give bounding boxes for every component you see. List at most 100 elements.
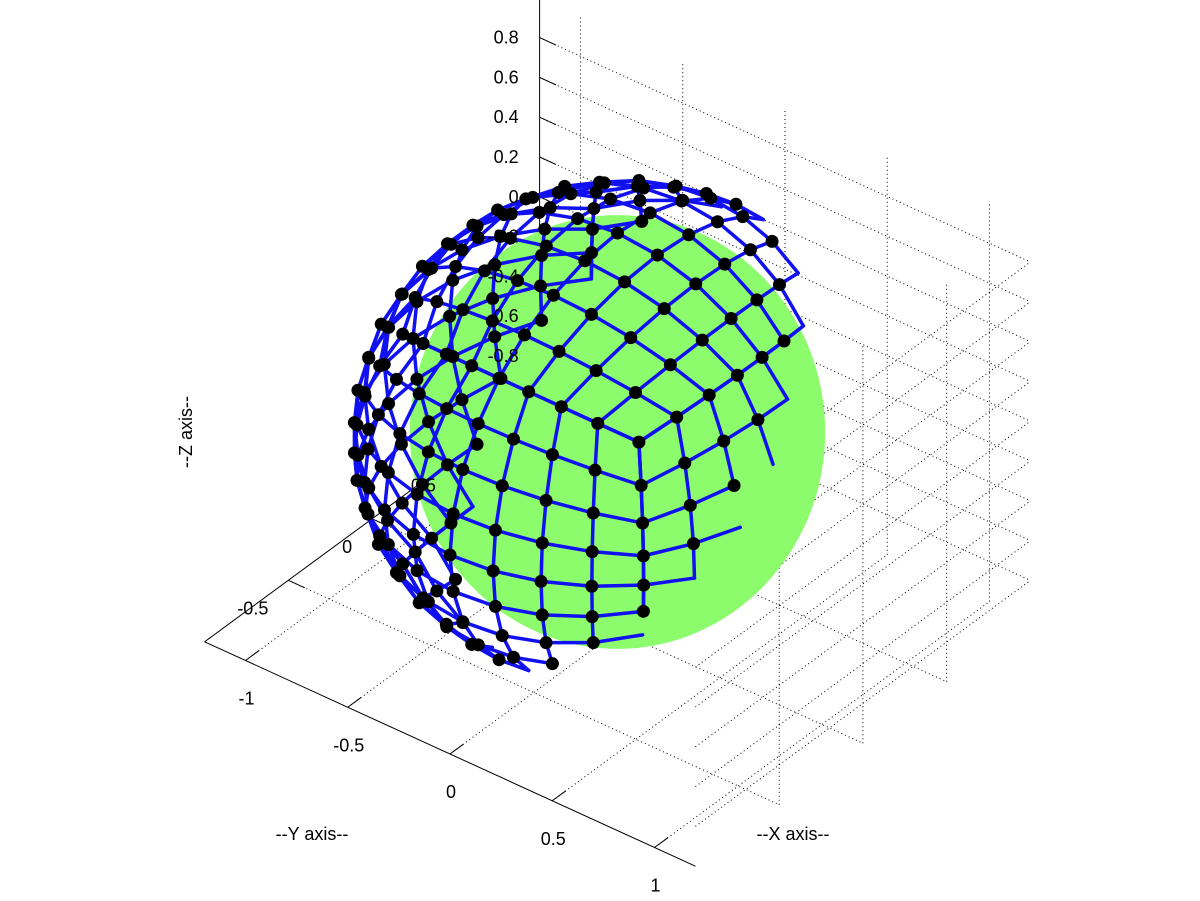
- vertex-marker: [772, 278, 786, 292]
- vertex-marker: [471, 417, 485, 431]
- mesh-edge: [590, 609, 646, 619]
- vertex-marker: [449, 572, 463, 586]
- x-tick-label: 0.5: [541, 829, 566, 849]
- vertex-marker: [362, 350, 376, 364]
- mesh-edge: [639, 461, 687, 488]
- mesh-edge: [777, 282, 806, 328]
- mesh-edge: [461, 620, 505, 638]
- mesh-edge: [668, 362, 711, 397]
- mesh-edge: [451, 467, 465, 516]
- vertex-marker: [488, 599, 502, 613]
- mesh-edge: [511, 437, 555, 457]
- mesh-edge: [760, 355, 790, 401]
- vertex-marker: [526, 190, 540, 204]
- vertex-marker: [506, 650, 520, 664]
- mesh-edge: [500, 484, 548, 503]
- vertex-marker: [717, 434, 731, 448]
- vertex-marker: [564, 187, 578, 201]
- z-tick-label: -0.2: [488, 227, 519, 247]
- vertex-marker: [539, 493, 553, 507]
- vertex-marker: [545, 657, 559, 671]
- vertex-marker: [755, 350, 769, 364]
- vertex-marker: [585, 610, 599, 624]
- mesh-edge: [544, 452, 555, 503]
- vertex-marker: [497, 208, 511, 222]
- vertex-marker: [455, 393, 469, 407]
- mesh-edge: [655, 253, 698, 286]
- vertex-marker: [396, 327, 410, 341]
- mesh-edge: [593, 421, 600, 472]
- vertex-marker: [534, 279, 548, 293]
- vertex-marker: [643, 206, 657, 220]
- vertex-marker: [750, 293, 764, 307]
- z-tick-label: -0.6: [488, 306, 519, 326]
- vertex-marker: [682, 228, 696, 242]
- vertex-marker: [381, 466, 395, 480]
- vertex-marker: [635, 214, 649, 228]
- vertex-marker: [704, 191, 718, 205]
- vertex-marker: [394, 437, 408, 451]
- mesh-edge: [400, 562, 425, 600]
- vertex-marker: [506, 432, 520, 446]
- vertex-marker: [517, 328, 531, 342]
- vertex-marker: [410, 487, 424, 501]
- vertex-marker: [456, 303, 470, 317]
- vertex-marker: [389, 372, 403, 386]
- vertex-marker: [449, 259, 463, 273]
- mesh-edge: [683, 439, 726, 465]
- vertex-marker: [535, 608, 549, 622]
- vertex-marker: [394, 287, 408, 301]
- vertex-marker: [358, 475, 372, 489]
- vertex-marker: [585, 222, 599, 236]
- mesh-edge: [593, 468, 643, 488]
- mesh-edge: [461, 467, 505, 488]
- mesh-edge: [589, 312, 633, 340]
- z-tick-mark: [539, 37, 557, 46]
- mesh-edge: [550, 452, 597, 472]
- mesh-edge: [540, 613, 594, 619]
- mesh-edge: [688, 483, 736, 508]
- vertex-marker: [522, 385, 536, 399]
- mesh-edge: [492, 253, 544, 267]
- mesh-edge: [662, 306, 705, 342]
- mesh-edge: [551, 293, 594, 317]
- vertex-marker: [591, 416, 605, 430]
- mesh-edge: [447, 296, 495, 319]
- vertex-marker: [637, 181, 651, 195]
- mesh-edge: [622, 253, 660, 284]
- vertex-marker: [393, 427, 407, 441]
- vertex-marker: [636, 516, 650, 530]
- vertex-markers: [347, 173, 791, 671]
- vertex-marker: [539, 239, 553, 253]
- vertex-marker: [628, 386, 642, 400]
- mesh-edge: [500, 633, 548, 645]
- mesh-edge: [590, 583, 646, 588]
- vertex-marker: [406, 527, 420, 541]
- vertex-marker: [636, 549, 650, 563]
- mesh-edge: [398, 391, 421, 436]
- mesh-edge: [674, 393, 711, 419]
- mesh-edge: [679, 199, 720, 224]
- mesh-edge: [715, 220, 753, 252]
- mesh-edge: [559, 368, 598, 409]
- mesh-edge: [648, 211, 691, 237]
- y-tick-label: 0: [342, 537, 352, 557]
- mesh-edge: [421, 299, 439, 346]
- vertex-marker: [587, 202, 601, 216]
- mesh-edge: [633, 362, 673, 395]
- vertex-marker: [585, 545, 599, 559]
- vertex-marker: [686, 537, 700, 551]
- vertex-marker: [510, 274, 524, 288]
- vertex-marker: [486, 292, 500, 306]
- mesh-edge: [490, 278, 520, 323]
- vertex-marker: [633, 194, 647, 208]
- vertex-marker: [503, 231, 517, 245]
- vertex-marker: [362, 422, 376, 436]
- mesh-edge: [491, 569, 543, 584]
- vertex-marker: [377, 357, 391, 371]
- vertex-marker: [695, 333, 709, 347]
- vertex-marker: [495, 479, 509, 493]
- mesh-edge: [608, 197, 652, 215]
- mesh-edge: [491, 528, 498, 573]
- mesh-edge: [469, 319, 495, 368]
